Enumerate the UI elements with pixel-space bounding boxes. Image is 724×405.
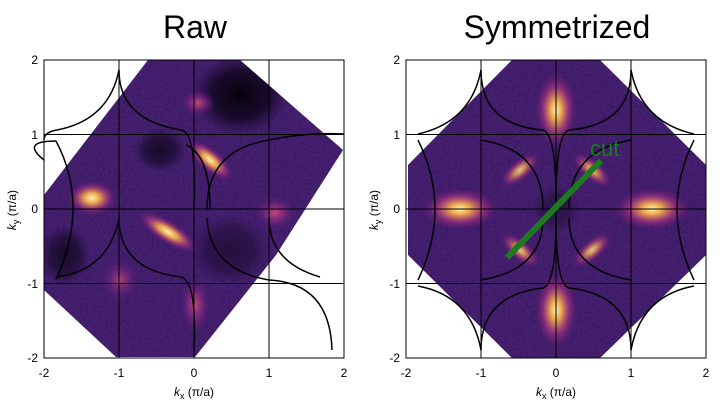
svg-text:-2: -2	[27, 351, 38, 365]
svg-text:-2: -2	[401, 366, 412, 380]
svg-text:2: 2	[341, 366, 348, 380]
svg-text:-2: -2	[389, 351, 400, 365]
svg-text:0: 0	[553, 366, 560, 380]
svg-text:1: 1	[266, 366, 273, 380]
cut-line: cut	[505, 136, 619, 260]
symmetrized-y-ticks: 2 1 0 -1 -2	[389, 53, 400, 365]
cut-marker	[505, 158, 604, 260]
symmetrized-grid	[405, 59, 707, 359]
raw-fermi-contours	[33, 69, 345, 351]
symmetrized-panel: cut -2 -1 0 1 2 2 1 0 -1 -2 kx (π/a) ky …	[367, 53, 710, 401]
svg-text:-1: -1	[476, 366, 487, 380]
svg-text:0: 0	[393, 202, 400, 216]
raw-x-axis-label: kx (π/a)	[174, 385, 214, 401]
svg-text:-2: -2	[39, 366, 50, 380]
svg-text:-1: -1	[27, 277, 38, 291]
symmetrized-x-ticks: -2 -1 0 1 2	[401, 366, 710, 380]
symmetrized-y-axis-label: ky (π/a)	[367, 190, 383, 230]
svg-text:0: 0	[31, 202, 38, 216]
raw-panel-title: Raw	[163, 9, 228, 45]
svg-text:2: 2	[703, 366, 710, 380]
svg-text:0: 0	[191, 366, 198, 380]
svg-text:2: 2	[31, 53, 38, 67]
cut-label: cut	[590, 136, 619, 161]
symmetrized-x-axis-label: kx (π/a)	[536, 385, 576, 401]
svg-text:2: 2	[393, 53, 400, 67]
symmetrized-fermi-contours	[417, 69, 695, 351]
raw-y-axis-label: ky (π/a)	[5, 190, 21, 230]
svg-text:1: 1	[393, 128, 400, 142]
svg-text:-1: -1	[114, 366, 125, 380]
svg-text:1: 1	[628, 366, 635, 380]
raw-y-ticks: 2 1 0 -1 -2	[27, 53, 38, 365]
svg-text:-1: -1	[389, 277, 400, 291]
svg-text:1: 1	[31, 128, 38, 142]
raw-panel: -2 -1 0 1 2 2 1 0 -1 -2 kx (π/a) ky (π/a…	[5, 53, 348, 401]
raw-intensity-map	[44, 60, 343, 357]
raw-x-ticks: -2 -1 0 1 2	[39, 366, 348, 380]
symmetrized-panel-title: Symmetrized	[464, 9, 651, 45]
